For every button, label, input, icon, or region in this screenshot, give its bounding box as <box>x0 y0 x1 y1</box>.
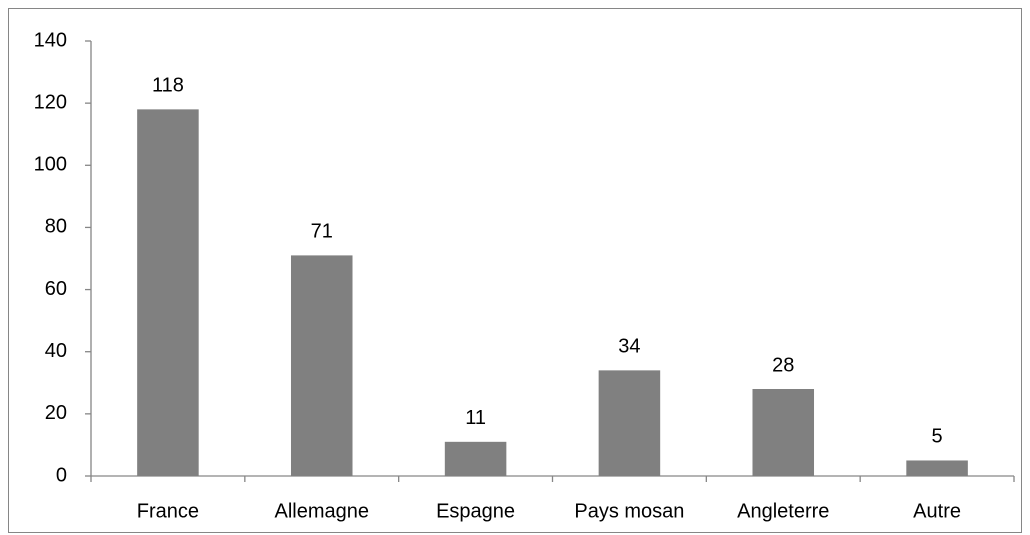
x-tick-label: Autre <box>913 500 961 522</box>
bar <box>752 389 815 476</box>
y-tick-label: 0 <box>56 464 67 486</box>
bar <box>444 441 507 476</box>
bar <box>598 370 661 476</box>
data-label: 71 <box>311 221 333 243</box>
x-tick-label: Pays mosan <box>574 500 684 522</box>
x-tick-label: Allemagne <box>274 500 369 522</box>
x-tick-label: Espagne <box>436 500 515 522</box>
bar <box>290 255 353 476</box>
y-tick-label: 20 <box>45 402 67 424</box>
y-tick-label: 140 <box>34 29 67 51</box>
y-tick-label: 60 <box>45 278 67 300</box>
data-label: 28 <box>772 354 794 376</box>
y-tick-label: 40 <box>45 340 67 362</box>
y-tick-label: 100 <box>34 154 67 176</box>
y-tick-label: 120 <box>34 91 67 113</box>
x-tick-label: France <box>137 500 199 522</box>
y-tick-label: 80 <box>45 216 67 238</box>
bar <box>906 460 968 476</box>
data-label: 34 <box>618 336 640 358</box>
data-label: 11 <box>465 407 486 429</box>
data-label: 5 <box>932 426 943 448</box>
bar <box>137 109 199 476</box>
x-tick-label: Angleterre <box>737 500 829 522</box>
data-label: 118 <box>152 75 184 97</box>
